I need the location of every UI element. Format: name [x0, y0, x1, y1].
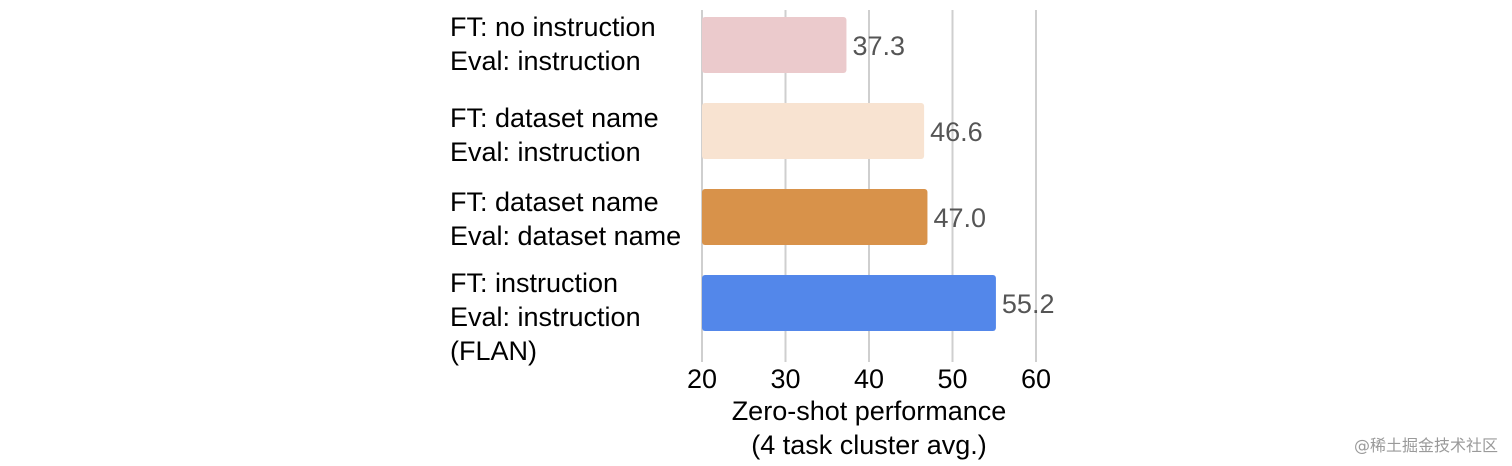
category-label-line: FT: dataset name: [450, 187, 659, 217]
category-label-line: Eval: dataset name: [450, 221, 681, 251]
x-axis-title-line: Zero-shot performance: [732, 396, 1007, 426]
value-label-4: 55.2: [1002, 289, 1055, 319]
category-label-2: FT: dataset name Eval: instruction: [450, 103, 659, 167]
category-label-line: FT: no instruction: [450, 12, 656, 42]
watermark-text: @稀土掘金技术社区: [1353, 436, 1498, 455]
x-tick-label-60: 60: [1021, 364, 1051, 394]
value-label-2: 46.6: [930, 117, 983, 147]
bar-1: [702, 17, 847, 73]
bar-2: [702, 103, 925, 159]
x-axis-title-line: (4 task cluster avg.): [751, 430, 987, 460]
category-label-line: Eval: instruction: [450, 302, 641, 332]
category-label-line: Eval: instruction: [450, 46, 641, 76]
x-tick-label-50: 50: [937, 364, 967, 394]
bar-3: [702, 189, 928, 245]
value-label-1: 37.3: [852, 31, 905, 61]
category-label-line: FT: instruction: [450, 268, 618, 298]
x-tick-label-30: 30: [770, 364, 800, 394]
x-axis-title-text: Zero-shot performance (4 task cluster avg…: [732, 396, 1007, 460]
category-label-line: (FLAN): [450, 336, 537, 366]
bar-4: [702, 275, 996, 331]
category-label-line: FT: dataset name: [450, 103, 659, 133]
x-axis-title: Zero-shot performance (4 task cluster avg…: [732, 396, 1007, 460]
category-label-1: FT: no instruction Eval: instruction: [450, 12, 656, 76]
value-label-3: 47.0: [933, 203, 986, 233]
bars: [702, 17, 996, 331]
value-labels: 37.3 46.6 47.0 55.2: [852, 31, 1054, 319]
category-label-line: Eval: instruction: [450, 137, 641, 167]
category-label-3: FT: dataset name Eval: dataset name: [450, 187, 681, 251]
x-tick-labels: 20 30 40 50 60: [687, 364, 1051, 394]
category-label-4: FT: instruction Eval: instruction (FLAN): [450, 268, 641, 366]
x-tick-label-40: 40: [854, 364, 884, 394]
x-tick-label-20: 20: [687, 364, 717, 394]
